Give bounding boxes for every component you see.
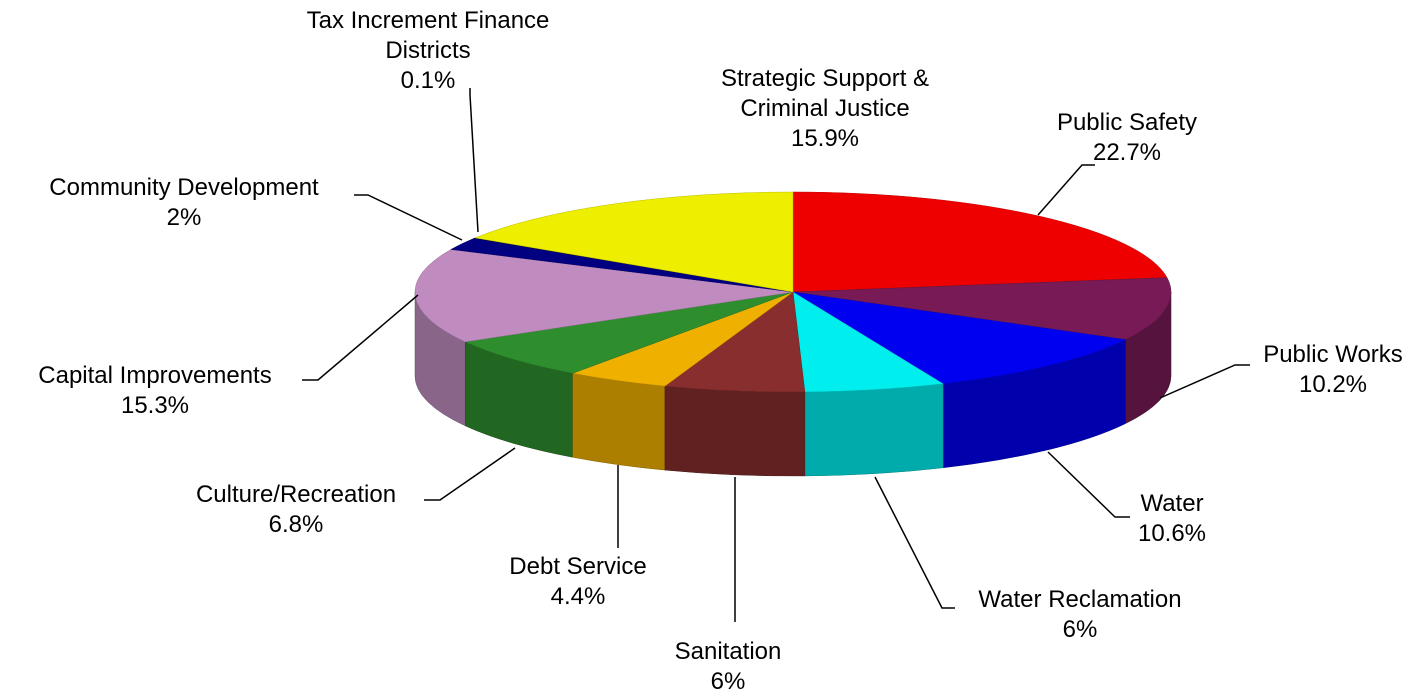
slice-label-public-works: Public Works 10.2% [1263,341,1403,398]
slice-label-community-development: Community Development 2% [49,174,319,231]
leader-line-public-safety [1037,164,1095,216]
slice-value-public-works: 10.2% [1299,371,1367,398]
slice-label-debt-service: Debt Service 4.4% [509,553,646,610]
slice-label-public-safety: Public Safety 22.7% [1057,109,1197,166]
pie-slices [414,191,1172,393]
slice-label-culture-recreation: Culture/Recreation 6.8% [196,481,396,538]
leader-line-culture-recreation [424,447,516,501]
pie-slice-culture-recreation [464,291,794,374]
slice-value-community-development: 2% [167,204,202,231]
slice-label-tax-increment-finance-districts: Tax Increment Finance Districts 0.1% [307,7,550,94]
slice-label-water: Water 10.6% [1138,490,1206,547]
pie-slice-public-works [792,277,1172,340]
pie-slice-public-safety [792,191,1168,293]
leader-line-capital-improvements [302,294,419,381]
pie-side-debt-service [572,372,666,471]
pie-slice-capital-improvements [414,249,794,343]
pie-side-sanitation [664,385,806,477]
slice-label-capital-improvements: Capital Improvements 15.3% [38,362,271,419]
slice-value-strategic-support-criminal-justice: 15.9% [791,125,859,152]
slice-label-water-reclamation: Water Reclamation 6% [978,586,1181,643]
slice-value-sanitation: 6% [711,668,746,695]
leader-line-water [1047,451,1130,518]
pie-slice-strategic-support-criminal-justice [474,191,794,293]
pie-sides [414,291,1172,477]
slice-label-sanitation: Sanitation 6% [675,638,782,695]
slice-value-water: 10.6% [1138,520,1206,547]
pie-slice-water-reclamation [792,291,944,393]
slice-value-water-reclamation: 6% [1063,616,1098,643]
pie-slice-water [792,291,1127,385]
pie-slice-sanitation [664,291,806,393]
slice-labels: Public Safety 22.7% Public Works 10.2% Water… [38,7,1403,695]
slice-value-capital-improvements: 15.3% [121,392,189,419]
leader-line-public-works [1159,364,1250,399]
slice-value-tax-increment-finance-districts: 0.1% [401,67,456,94]
leader-lines [302,88,1250,622]
slice-value-debt-service: 4.4% [551,583,606,610]
pie-side-water-reclamation [804,383,944,477]
slice-value-culture-recreation: 6.8% [269,511,324,538]
leader-line-tax-increment-finance-districts [469,88,479,233]
leader-line-water-reclamation [874,476,955,609]
slice-label-strategic-support-criminal-justice: Strategic Support & Criminal Justice 15.9% [721,65,929,152]
slice-value-public-safety: 22.7% [1093,139,1161,166]
leader-line-community-development [354,194,463,241]
